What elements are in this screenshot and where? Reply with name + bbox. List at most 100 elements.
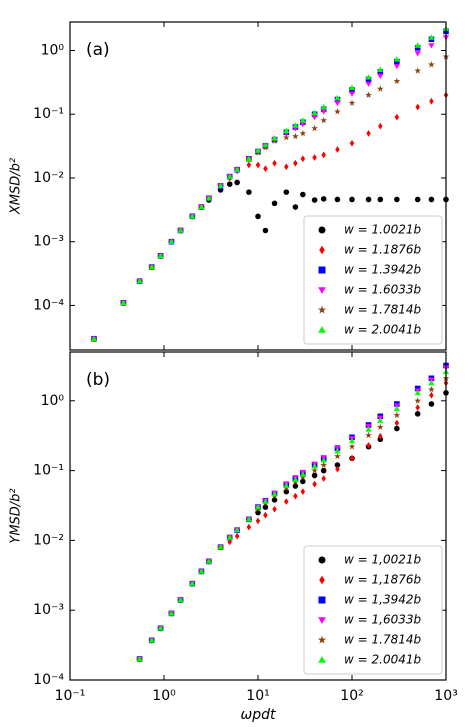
data-point [428, 379, 435, 386]
data-point [348, 437, 356, 444]
data-point [262, 227, 269, 234]
data-point [378, 432, 383, 440]
data-point [283, 482, 290, 488]
data-point [376, 423, 384, 430]
data-point [349, 454, 355, 462]
data-point [148, 263, 155, 270]
data-point [254, 504, 262, 510]
data-point [246, 523, 252, 531]
data-point [292, 204, 299, 210]
data-point [168, 238, 175, 244]
data-point [283, 127, 290, 134]
data-point [300, 155, 306, 163]
legend-marker [318, 266, 326, 274]
data-point [255, 213, 261, 220]
data-point [334, 108, 341, 115]
data-point [282, 134, 290, 141]
data-point [263, 165, 268, 173]
y-tick-label: 10⁻¹ [33, 463, 64, 479]
legend-label: w = 1.0021b [344, 223, 421, 237]
data-point [348, 443, 356, 450]
data-point [262, 498, 269, 504]
data-point [365, 91, 372, 98]
legend-marker [317, 635, 327, 644]
data-point [198, 568, 205, 574]
data-point [272, 159, 277, 167]
panel-label: (a) [86, 40, 110, 60]
data-point [262, 504, 269, 510]
legend-marker [319, 245, 325, 255]
legend-marker [317, 305, 327, 314]
legend-marker [318, 656, 326, 663]
data-point [136, 655, 143, 662]
data-point [157, 625, 164, 631]
data-point [428, 34, 435, 40]
data-point [428, 401, 435, 407]
data-point [320, 461, 328, 468]
data-point [320, 467, 327, 474]
data-point [311, 124, 318, 132]
legend-label: w = 1,3942b [344, 593, 421, 607]
y-tick-label: 10⁻⁴ [33, 672, 64, 688]
data-point [234, 166, 241, 172]
y-tick-label: 10⁻³ [33, 234, 64, 250]
data-point [394, 196, 400, 203]
x-axis-label: ωpdt [241, 707, 276, 723]
data-point [205, 195, 212, 201]
data-point [414, 196, 421, 203]
data-point [394, 113, 400, 121]
legend: w = 1.0021b w = 1.1876b w = 1.3942b w = 1.6… [303, 215, 443, 345]
data-point [300, 478, 306, 485]
legend-label: w = 1,1876b [344, 573, 421, 587]
data-point [414, 42, 421, 48]
data-point [282, 484, 290, 491]
data-point [189, 213, 196, 219]
data-point [393, 77, 401, 85]
legend-label: w = 2.0041b [344, 653, 421, 667]
data-point [292, 483, 299, 489]
data-point [428, 43, 435, 49]
data-point [377, 66, 384, 72]
data-point [415, 103, 420, 111]
data-point [414, 51, 421, 57]
legend-marker [319, 575, 325, 585]
data-point [271, 200, 278, 207]
data-point [334, 448, 341, 454]
data-point [415, 404, 420, 411]
data-point [321, 151, 326, 159]
data-point [393, 63, 400, 70]
data-point [334, 196, 341, 203]
data-point [365, 426, 372, 432]
legend: w = 1,0021b w = 1,1876b w = 1,3942b w = 1,6… [303, 545, 443, 675]
data-point [177, 596, 184, 603]
y-tick-label: 10⁰ [41, 43, 65, 59]
data-point [300, 191, 306, 198]
x-tick-label: 10⁰ [152, 688, 176, 704]
data-point [234, 532, 240, 540]
data-point [292, 132, 299, 140]
data-point [335, 465, 340, 473]
data-point [365, 74, 372, 80]
data-point [428, 386, 435, 393]
y-tick-label: 10⁻³ [33, 602, 64, 618]
data-point [366, 441, 371, 449]
data-point [271, 137, 278, 144]
data-point [271, 491, 278, 497]
legend-marker [318, 556, 326, 564]
data-point [311, 467, 318, 474]
data-point [348, 91, 356, 97]
data-point [255, 161, 261, 169]
data-point [262, 144, 269, 151]
data-point [320, 116, 328, 124]
data-point [393, 411, 401, 419]
data-point [312, 154, 317, 161]
data-point [334, 452, 341, 460]
data-point [226, 534, 233, 540]
data-point [311, 463, 318, 469]
data-point [299, 117, 306, 123]
data-point [245, 516, 252, 522]
legend-marker [318, 596, 326, 604]
legend-marker [318, 617, 326, 624]
y-tick-label: 10⁻² [33, 532, 64, 548]
data-point [365, 431, 372, 439]
